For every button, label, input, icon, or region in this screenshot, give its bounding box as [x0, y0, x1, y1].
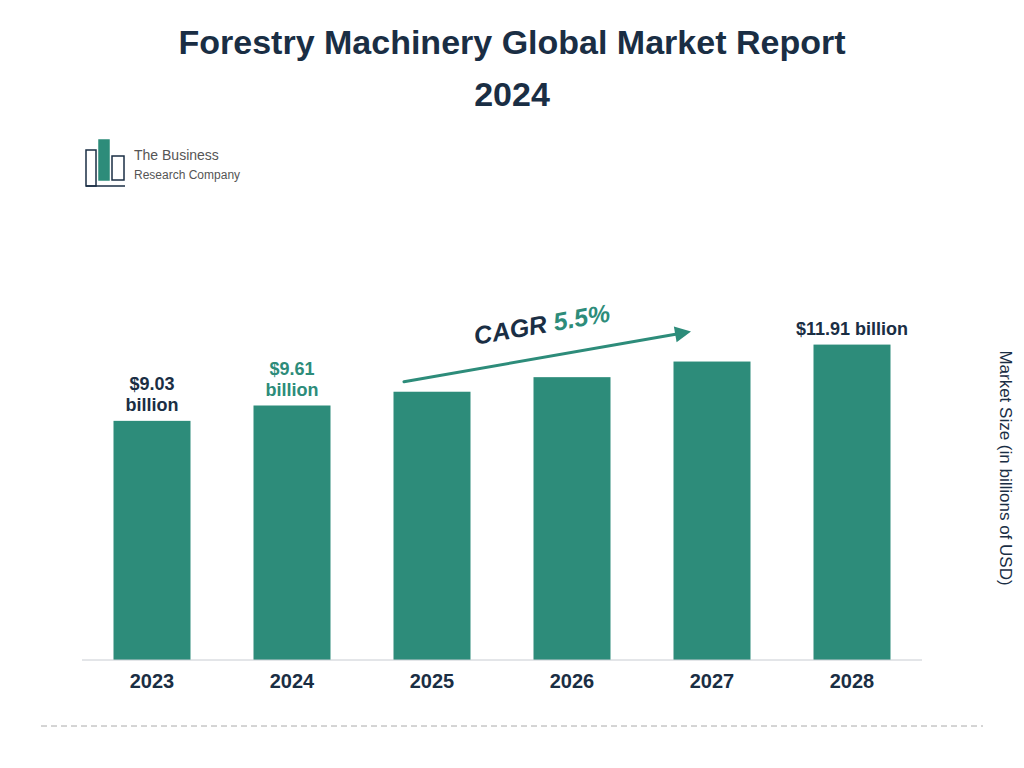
- bar: [114, 421, 191, 660]
- logo-text: The Business: [134, 147, 219, 163]
- cagr-part: CAGR: [472, 308, 556, 349]
- logo-text: Research Company: [134, 168, 240, 182]
- annotation-line: $9.03: [129, 374, 174, 394]
- logo-bar: [112, 156, 124, 180]
- x-tick-label: 2028: [830, 670, 875, 692]
- bar: [394, 392, 471, 660]
- bar: [814, 345, 891, 660]
- x-tick-label: 2024: [270, 670, 315, 692]
- chart: Forestry Machinery Global Market Report 2…: [0, 0, 1024, 768]
- logo-bar: [86, 150, 96, 186]
- bar-annotation: $9.03billion: [126, 374, 179, 415]
- bars: [114, 345, 891, 660]
- bar: [674, 362, 751, 660]
- x-axis-line: [82, 660, 922, 661]
- y-axis-label: Market Size (in billions of USD): [996, 350, 1015, 585]
- annotation-line: billion: [126, 395, 179, 415]
- x-tick-label: 2025: [410, 670, 455, 692]
- cagr-arrow-shaft: [404, 334, 678, 382]
- annotation-line: $11.91 billion: [796, 319, 908, 339]
- bar: [254, 406, 331, 660]
- x-tick-label: 2027: [690, 670, 735, 692]
- cagr-part: 5.5%: [551, 298, 612, 335]
- background: [0, 0, 1024, 768]
- bar-annotation: $9.61billion: [266, 359, 319, 400]
- subtitle: 2024: [474, 75, 550, 113]
- bottom-rule: [41, 726, 983, 727]
- annotation-line: $9.61: [269, 359, 314, 379]
- cagr-arrow-head: [674, 326, 691, 342]
- cagr-text: CAGR 5.5%: [472, 298, 612, 349]
- title: Forestry Machinery Global Market Report: [179, 23, 846, 61]
- bar-annotation: $11.91 billion: [796, 319, 908, 339]
- logo-bar: [99, 140, 109, 180]
- x-tick-label: 2023: [130, 670, 175, 692]
- logo-baseline: [86, 185, 125, 187]
- bar: [534, 377, 611, 660]
- x-tick-label: 2026: [550, 670, 595, 692]
- logo: The Business Research Company: [86, 140, 240, 186]
- annotation-line: billion: [266, 380, 319, 400]
